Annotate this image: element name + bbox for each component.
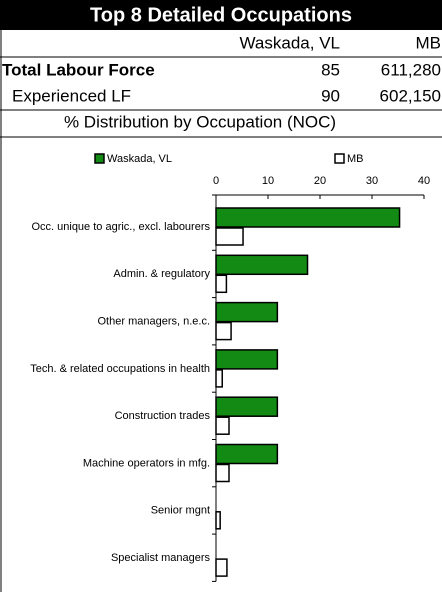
bar <box>215 463 230 483</box>
legend-label: Waskada, VL <box>107 153 172 165</box>
title: Top 8 Detailed Occupations <box>90 4 352 26</box>
cell: 85 <box>321 60 340 79</box>
y-tick-label: Specialist managers <box>111 552 211 564</box>
bar <box>215 443 279 465</box>
x-tick-label: 30 <box>366 175 378 187</box>
y-tick-label: Construction trades <box>115 410 211 422</box>
legend-swatch <box>94 153 105 164</box>
bar <box>215 511 221 530</box>
y-tick-label: Tech. & related occupations in health <box>30 363 210 375</box>
bar <box>215 321 232 341</box>
chart-title: % Distribution by Occupation (NOC) <box>64 112 336 131</box>
bar <box>215 416 230 435</box>
y-tick-label: Admin. & regulatory <box>113 268 210 280</box>
bar <box>215 558 228 577</box>
bar <box>215 227 244 246</box>
bar <box>215 207 401 228</box>
bar <box>215 349 279 370</box>
x-tick-label: 20 <box>314 175 326 187</box>
y-tick-label: Machine operators in mfg. <box>83 457 210 469</box>
bar <box>215 254 309 276</box>
bar <box>215 369 223 388</box>
y-tick-label: Occ. unique to agric., excl. labourers <box>31 221 210 233</box>
cell: 602,150 <box>380 86 441 105</box>
column-header: MB <box>416 33 442 52</box>
legend-label: MB <box>347 153 364 165</box>
legend-swatch <box>334 153 345 164</box>
y-tick-label: Senior mgnt <box>151 505 210 517</box>
column-header: Waskada, VL <box>240 33 340 52</box>
row-label: Total Labour Force <box>2 60 155 79</box>
x-tick-label: 0 <box>213 175 219 187</box>
cell: 611,280 <box>381 60 441 79</box>
bar <box>215 396 279 417</box>
bar <box>215 274 228 294</box>
cell: 90 <box>321 86 340 105</box>
title-bar <box>0 0 442 30</box>
row-label: Experienced LF <box>12 86 131 105</box>
bar <box>215 301 279 323</box>
x-tick-label: 10 <box>262 175 274 187</box>
x-tick-label: 40 <box>418 175 430 187</box>
y-tick-label: Other managers, n.e.c. <box>98 316 211 328</box>
